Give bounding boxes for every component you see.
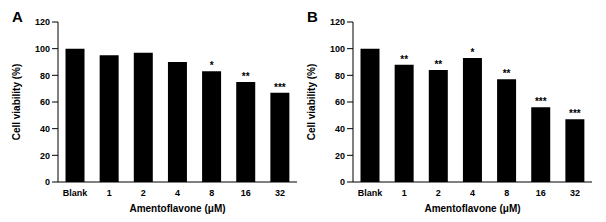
svg-text:20: 20 [40,151,50,161]
svg-text:1: 1 [107,188,112,198]
svg-text:100: 100 [330,44,345,54]
svg-text:120: 120 [330,17,345,27]
svg-text:**: ** [400,54,408,65]
svg-text:**: ** [503,68,511,79]
svg-text:16: 16 [241,188,251,198]
html-text:A: A [12,8,23,25]
svg-text:80: 80 [40,71,50,81]
svg-text:0: 0 [45,177,50,187]
svg-text:Amentoflavone (μM): Amentoflavone (μM) [424,203,520,214]
svg-text:120: 120 [35,17,50,27]
svg-text:Cell viability (%): Cell viability (%) [306,64,317,141]
svg-text:20: 20 [335,151,345,161]
svg-text:Blank: Blank [63,188,89,198]
svg-text:2: 2 [141,188,146,198]
svg-text:2: 2 [436,188,441,198]
svg-text:8: 8 [504,188,509,198]
svg-text:1: 1 [402,188,407,198]
svg-text:80: 80 [335,71,345,81]
svg-text:16: 16 [536,188,546,198]
svg-text:8: 8 [209,188,214,198]
svg-text:Blank: Blank [358,188,384,198]
svg-text:**: ** [434,59,442,70]
svg-text:4: 4 [175,188,180,198]
svg-text:100: 100 [35,44,50,54]
svg-text:Amentoflavone (μM): Amentoflavone (μM) [129,203,225,214]
svg-text:***: *** [569,108,581,119]
html-text:B: B [307,8,318,25]
svg-text:***: *** [535,96,547,107]
svg-text:4: 4 [470,188,475,198]
svg-text:60: 60 [40,97,50,107]
svg-text:***: *** [274,82,286,93]
svg-text:32: 32 [570,188,580,198]
svg-text:0: 0 [340,177,345,187]
svg-text:60: 60 [335,97,345,107]
svg-text:*: * [470,47,474,58]
svg-text:40: 40 [40,124,50,134]
svg-text:*: * [210,60,214,71]
svg-text:40: 40 [335,124,345,134]
svg-text:**: ** [242,71,250,82]
svg-text:Cell viability (%): Cell viability (%) [11,64,22,141]
svg-text:32: 32 [275,188,285,198]
